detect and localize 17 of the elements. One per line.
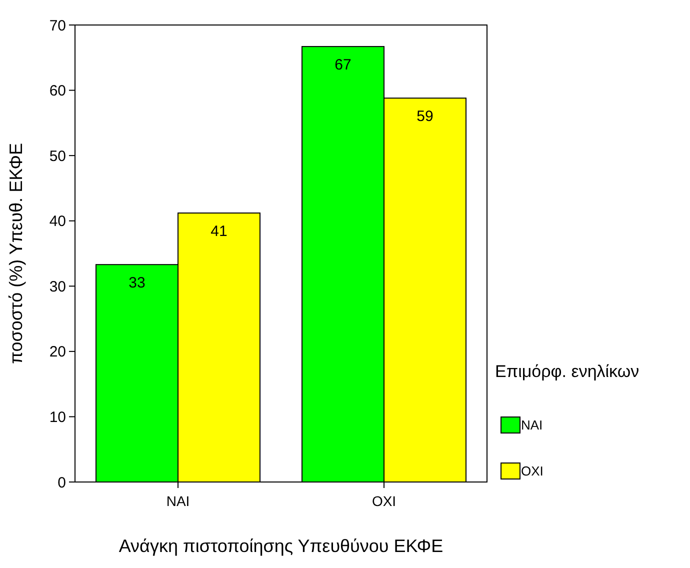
data-label: 41 [210,223,228,240]
y-tick-label: 70 [49,17,66,34]
y-tick-label: 10 [49,408,66,426]
y-tick-label: 50 [49,148,66,165]
y-tick-label: 60 [49,82,66,100]
y-tick-label: 30 [49,278,66,296]
data-label: 67 [334,56,352,74]
legend-label: ΟΧΙ [521,464,544,479]
y-tick-label: 0 [58,474,66,492]
y-axis-title: ποσοστό (%) Υπευθ. ΕΚΦΕ [6,143,26,364]
legend-title: Επιμόρφ. ενηλίκων [495,362,640,381]
data-label: 33 [128,274,146,292]
legend-label: ΝΑΙ [521,418,543,433]
y-tick-label: 20 [49,344,66,361]
y-tick-label: 40 [49,213,66,230]
x-axis-title: Ανάγκη πιστοποίησης Υπευθύνου ΕΚΦΕ [118,536,444,556]
data-label: 59 [416,108,434,126]
